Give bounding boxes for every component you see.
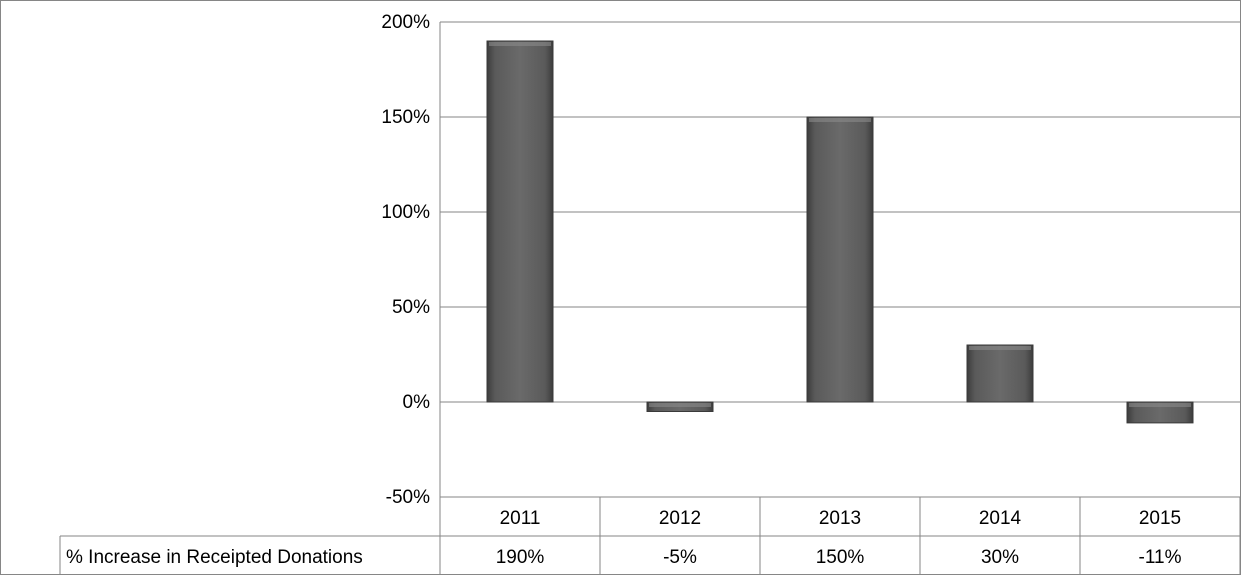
category-label: 2012 <box>659 508 701 529</box>
bar <box>806 116 874 403</box>
category-label: 2011 <box>500 508 541 529</box>
bar-bevel <box>649 403 711 407</box>
category-label: 2014 <box>979 508 1022 529</box>
y-tick-label: 200% <box>381 12 430 33</box>
bar <box>486 40 554 403</box>
bar <box>966 344 1034 403</box>
bar-bevel <box>1129 403 1191 407</box>
series-label: % Increase in Receipted Donations <box>66 547 363 568</box>
bar-bevel <box>969 346 1031 350</box>
bar <box>1126 401 1194 424</box>
y-tick-label: 50% <box>392 297 430 318</box>
data-label: -5% <box>663 547 697 568</box>
data-label: 30% <box>981 547 1019 568</box>
category-label: 2013 <box>819 508 861 529</box>
y-tick-label: 150% <box>381 107 430 128</box>
y-tick-label: 100% <box>381 202 430 223</box>
y-tick-label: 0% <box>403 392 431 413</box>
data-table: 2011 2012 2013 2014 2015 % Increase in Receip… <box>59 496 1241 575</box>
data-label: -11% <box>1139 547 1182 568</box>
bars <box>486 40 1194 424</box>
bar-bevel <box>489 42 551 46</box>
y-axis: 200% 150% 100% 50% 0% -50% <box>381 12 441 508</box>
data-label: 190% <box>496 547 545 568</box>
category-label: 2015 <box>1139 508 1181 529</box>
bar-bevel <box>809 118 871 122</box>
data-label: 150% <box>816 547 865 568</box>
y-tick-label: -50% <box>386 487 430 508</box>
